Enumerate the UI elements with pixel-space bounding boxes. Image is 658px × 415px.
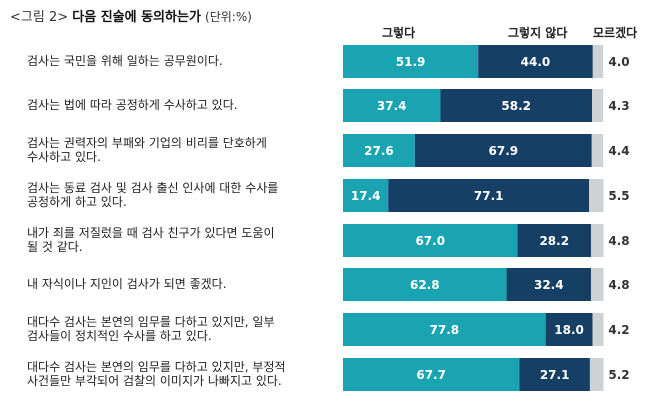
value-label-agree: 17.4 [351,189,381,203]
value-label-disagree: 27.1 [540,368,570,382]
bar-segment-agree [343,89,441,122]
value-label-dont-know: 4.8 [608,234,629,248]
value-label-agree: 51.9 [396,55,426,69]
category-label-line: 사건들만 부각되어 검찰의 이미지가 나빠지고 있다. [27,373,282,388]
value-label-disagree: 32.4 [534,278,564,292]
category-label-line: 검사는 권력자의 부패와 기업의 비리를 단호하게 [27,135,267,150]
bar-segment-dont-know [592,313,604,346]
bar-segment-agree [343,134,415,167]
value-label-agree: 67.7 [416,368,446,382]
bar-segment-agree [343,358,520,391]
bar-segment-disagree [545,313,593,346]
value-label-disagree: 67.9 [489,144,519,158]
bar-segment-dont-know [592,89,604,122]
bar-segment-agree [343,313,546,346]
bar-segment-disagree [440,89,593,122]
category-label-line: 검사는 동료 검사 및 검사 출신 인사에 대한 수사를 [27,180,279,195]
category-label-line: 대다수 검사는 본연의 임무를 다하고 있지만, 부정적 [27,359,286,374]
bar-segment-dont-know [590,224,604,257]
bar-segment-agree [343,224,518,257]
value-label-disagree: 58.2 [501,99,531,113]
bar-segment-dont-know [589,358,604,391]
category-label-line: 검사는 국민을 위해 일하는 공무원이다. [27,53,223,68]
value-label-disagree: 77.1 [474,189,504,203]
value-label-dont-know: 5.5 [608,189,629,203]
bar-segment-disagree [506,268,591,301]
bar-segment-disagree [388,179,590,212]
value-label-dont-know: 4.4 [608,144,629,158]
category-label-line: 검사들이 정치적인 수사를 하고 있다. [27,328,212,343]
bar-segment-disagree [478,45,593,78]
chart-title-block: <그림 2> 다음 진술에 동의하는가 (단위:%) [10,6,252,25]
category-label: 내가 죄를 저질렀을 때 검사 친구가 있다면 도움이 될 것 같다. [27,226,337,254]
category-label-line: 공정하게 하고 있다. [27,194,127,209]
category-label: 검사는 국민을 위해 일하는 공무원이다. [27,54,337,68]
legend-disagree: 그렇지 않다 [508,26,568,40]
category-label: 대다수 검사는 본연의 임무를 다하고 있지만, 일부 검사들이 정치적인 수사를… [27,315,337,343]
value-label-agree: 77.8 [430,323,460,337]
bar-segment-dont-know [591,134,604,167]
value-label-dont-know: 4.2 [608,323,629,337]
category-label-line: 내 자식이나 지인이 검사가 되면 좋겠다. [27,276,227,291]
category-label: 대다수 검사는 본연의 임무를 다하고 있지만, 부정적 사건들만 부각되어 검찰… [27,360,337,388]
chart-unit: (단위:%) [205,10,252,24]
value-label-dont-know: 4.0 [608,55,629,69]
category-label: 검사는 동료 검사 및 검사 출신 인사에 대한 수사를 공정하게 하고 있다. [27,181,337,209]
value-label-agree: 62.8 [410,278,440,292]
category-label-line: 될 것 같다. [27,239,83,254]
value-label-agree: 27.6 [364,144,394,158]
bar-segment-agree [343,45,479,78]
value-label-dont-know: 4.3 [608,99,629,113]
category-label-line: 검사는 법에 따라 공정하게 수사하고 있다. [27,97,238,112]
value-label-dont-know: 5.2 [608,368,629,382]
category-label-line: 대다수 검사는 본연의 임무를 다하고 있지만, 일부 [27,314,275,329]
category-label: 검사는 권력자의 부패와 기업의 비리를 단호하게 수사하고 있다. [27,136,337,164]
value-label-agree: 67.0 [415,234,445,248]
value-label-agree: 37.4 [377,99,407,113]
value-label-disagree: 44.0 [521,55,551,69]
category-label: 내 자식이나 지인이 검사가 되면 좋겠다. [27,277,337,291]
bar-segment-disagree [517,224,591,257]
value-label-disagree: 28.2 [539,234,569,248]
bar-segment-disagree [519,358,590,391]
bar-segment-dont-know [592,45,604,78]
category-label-line: 내가 죄를 저질렀을 때 검사 친구가 있다면 도움이 [27,225,275,240]
bar-segment-agree [343,268,507,301]
bar-segment-disagree [414,134,592,167]
category-label: 검사는 법에 따라 공정하게 수사하고 있다. [27,98,337,112]
bar-segment-dont-know [590,268,604,301]
legend-dont-know: 모르겠다 [593,26,638,40]
chart-title: 다음 진술에 동의하는가 [72,10,201,25]
value-label-dont-know: 4.8 [608,278,629,292]
category-label-line: 수사하고 있다. [27,149,101,164]
legend-agree: 그렇다 [382,26,416,40]
figure-label: <그림 2> [10,10,69,25]
bar-segment-agree [343,179,389,212]
bar-segment-dont-know [589,179,604,212]
value-label-disagree: 18.0 [554,323,584,337]
